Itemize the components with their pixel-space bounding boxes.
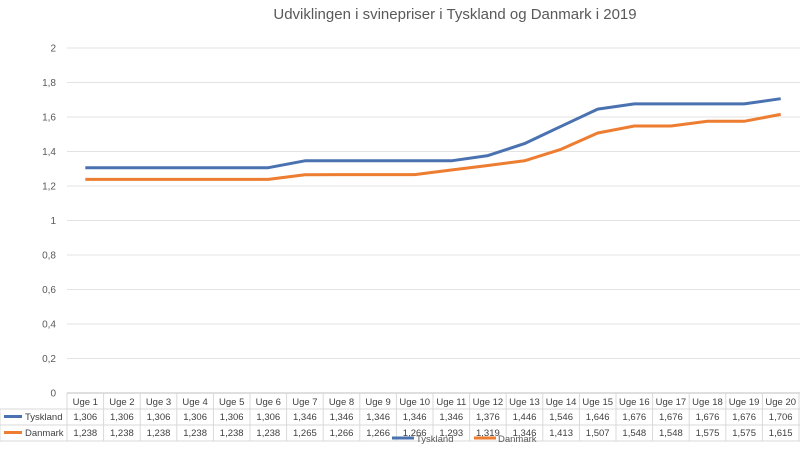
table-cell-value: 1,266 bbox=[330, 428, 354, 439]
table-cell-value: 1,676 bbox=[732, 412, 756, 423]
y-tick-label: 1,8 bbox=[42, 78, 56, 89]
legend-label: Danmark bbox=[498, 434, 537, 445]
table-cell-value: 1,346 bbox=[513, 428, 537, 439]
x-category-label: Uge 9 bbox=[365, 397, 390, 408]
x-category-label: Uge 19 bbox=[729, 397, 760, 408]
x-category-label: Uge 14 bbox=[546, 397, 577, 408]
table-cell-value: 1,306 bbox=[110, 412, 134, 423]
x-category-label: Uge 13 bbox=[509, 397, 540, 408]
table-cell-value: 1,376 bbox=[476, 412, 500, 423]
table-cell-value: 1,266 bbox=[403, 428, 427, 439]
x-category-label: Uge 20 bbox=[765, 397, 796, 408]
table-cell-value: 1,676 bbox=[659, 412, 683, 423]
y-tick-label: 1,2 bbox=[42, 182, 56, 193]
y-tick-label: 0,2 bbox=[42, 354, 56, 365]
y-tick-label: 1,4 bbox=[42, 147, 56, 158]
y-tick-label: 0,4 bbox=[42, 320, 56, 331]
table-cell-value: 1,575 bbox=[732, 428, 756, 439]
table-cell-value: 1,575 bbox=[696, 428, 720, 439]
table-series-label: Tyskland bbox=[25, 412, 63, 423]
table-cell-value: 1,238 bbox=[73, 428, 97, 439]
table-cell-value: 1,676 bbox=[622, 412, 646, 423]
x-category-label: Uge 7 bbox=[292, 397, 317, 408]
table-cell-value: 1,238 bbox=[183, 428, 207, 439]
table-cell-value: 1,346 bbox=[403, 412, 427, 423]
table-cell-value: 1,293 bbox=[439, 428, 463, 439]
x-category-label: Uge 3 bbox=[146, 397, 171, 408]
table-cell-value: 1,238 bbox=[147, 428, 171, 439]
table-cell-value: 1,238 bbox=[110, 428, 134, 439]
table-cell-value: 1,446 bbox=[513, 412, 537, 423]
x-category-label: Uge 15 bbox=[582, 397, 613, 408]
table-cell-value: 1,548 bbox=[622, 428, 646, 439]
chart-title: Udviklingen i svinepriser i Tyskland og … bbox=[273, 6, 636, 23]
y-tick-label: 0,6 bbox=[42, 285, 56, 296]
x-category-label: Uge 5 bbox=[219, 397, 244, 408]
y-tick-label: 1 bbox=[50, 216, 56, 227]
table-cell-value: 1,346 bbox=[293, 412, 317, 423]
table-cell-value: 1,706 bbox=[769, 412, 793, 423]
y-tick-label: 0,8 bbox=[42, 251, 56, 262]
y-tick-label: 2 bbox=[50, 44, 56, 55]
y-tick-label: 0 bbox=[50, 389, 56, 400]
x-category-label: Uge 8 bbox=[329, 397, 354, 408]
table-cell-value: 1,238 bbox=[256, 428, 280, 439]
x-category-label: Uge 16 bbox=[619, 397, 650, 408]
x-category-label: Uge 6 bbox=[256, 397, 281, 408]
table-cell-value: 1,266 bbox=[366, 428, 390, 439]
x-category-label: Uge 18 bbox=[692, 397, 723, 408]
table-cell-value: 1,646 bbox=[586, 412, 610, 423]
table-cell-value: 1,306 bbox=[183, 412, 207, 423]
series-line-tyskland bbox=[85, 97, 781, 170]
table-cell-value: 1,238 bbox=[220, 428, 244, 439]
table-cell-value: 1,546 bbox=[549, 412, 573, 423]
series-line-danmark bbox=[85, 112, 781, 181]
y-tick-label: 1,6 bbox=[42, 113, 56, 124]
table-cell-value: 1,265 bbox=[293, 428, 317, 439]
table-cell-value: 1,548 bbox=[659, 428, 683, 439]
x-category-label: Uge 10 bbox=[399, 397, 430, 408]
table-cell-value: 1,346 bbox=[330, 412, 354, 423]
legend-label: Tyskland bbox=[416, 434, 454, 445]
table-cell-value: 1,306 bbox=[73, 412, 97, 423]
table-cell-value: 1,676 bbox=[696, 412, 720, 423]
table-cell-value: 1,319 bbox=[476, 428, 500, 439]
x-category-label: Uge 11 bbox=[436, 397, 466, 408]
table-cell-value: 1,346 bbox=[366, 412, 390, 423]
x-category-label: Uge 2 bbox=[109, 397, 134, 408]
table-cell-value: 1,306 bbox=[256, 412, 280, 423]
table-cell-value: 1,413 bbox=[549, 428, 573, 439]
table-series-label: Danmark bbox=[25, 428, 64, 439]
table-cell-value: 1,306 bbox=[147, 412, 171, 423]
x-category-label: Uge 17 bbox=[656, 397, 687, 408]
table-cell-value: 1,507 bbox=[586, 428, 610, 439]
table-cell-value: 1,615 bbox=[769, 428, 793, 439]
x-category-label: Uge 1 bbox=[73, 397, 98, 408]
x-category-label: Uge 4 bbox=[182, 397, 207, 408]
table-cell-value: 1,346 bbox=[439, 412, 463, 423]
x-category-label: Uge 12 bbox=[473, 397, 504, 408]
table-cell-value: 1,306 bbox=[220, 412, 244, 423]
